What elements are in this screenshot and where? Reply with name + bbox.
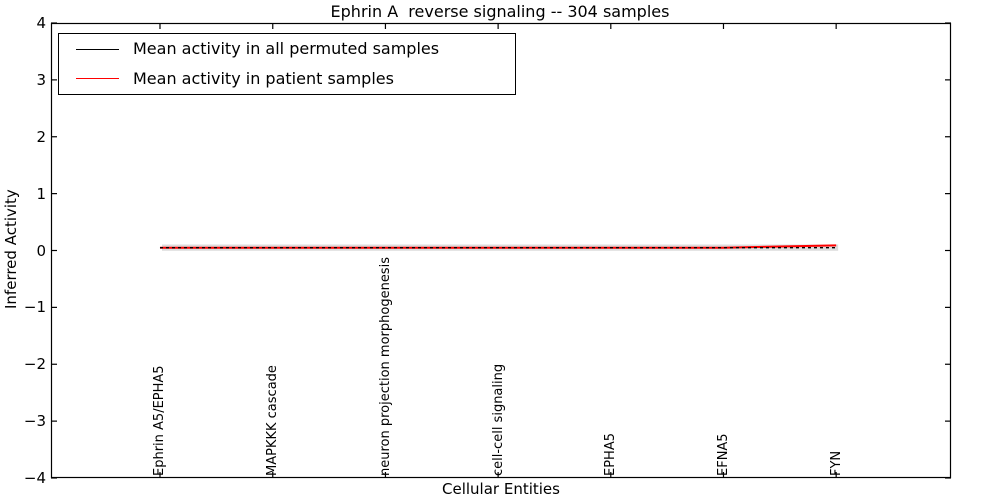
y-tick-label: −3 — [23, 412, 46, 431]
y-tick-label: −4 — [23, 469, 46, 487]
x-tick-label: cell-cell signaling — [490, 363, 506, 476]
x-tick-label: neuron projection morphogenesis — [377, 257, 393, 476]
legend: Mean activity in all permuted samples Me… — [58, 33, 516, 95]
x-tick-label: MAPKKK cascade — [265, 365, 281, 476]
x-tick-label: Ephrin A5/EPHA5 — [152, 365, 168, 476]
y-tick-label: 2 — [36, 127, 46, 146]
y-tick-label: 1 — [36, 184, 46, 203]
x-axis-label: Cellular Entities — [442, 480, 560, 498]
x-tick-label: FYN — [828, 450, 844, 476]
chart-title: Ephrin A reverse signaling -- 304 sample… — [330, 2, 670, 21]
legend-label: Mean activity in patient samples — [133, 68, 394, 88]
y-tick-label: 4 — [36, 14, 46, 32]
y-tick-label: 3 — [36, 70, 46, 89]
y-tick-label: 0 — [36, 241, 46, 260]
legend-item-permuted: Mean activity in all permuted samples — [59, 35, 515, 63]
legend-label: Mean activity in all permuted samples — [133, 39, 440, 59]
x-tick-label: EPHA5 — [603, 433, 619, 476]
x-tick-label: EFNA5 — [715, 433, 731, 476]
legend-item-patient: Mean activity in patient samples — [59, 65, 515, 93]
legend-line-sample-black — [76, 48, 119, 50]
y-tick-label: −2 — [23, 355, 46, 374]
legend-line-sample-red — [76, 78, 119, 80]
y-tick-label: −1 — [23, 298, 46, 317]
